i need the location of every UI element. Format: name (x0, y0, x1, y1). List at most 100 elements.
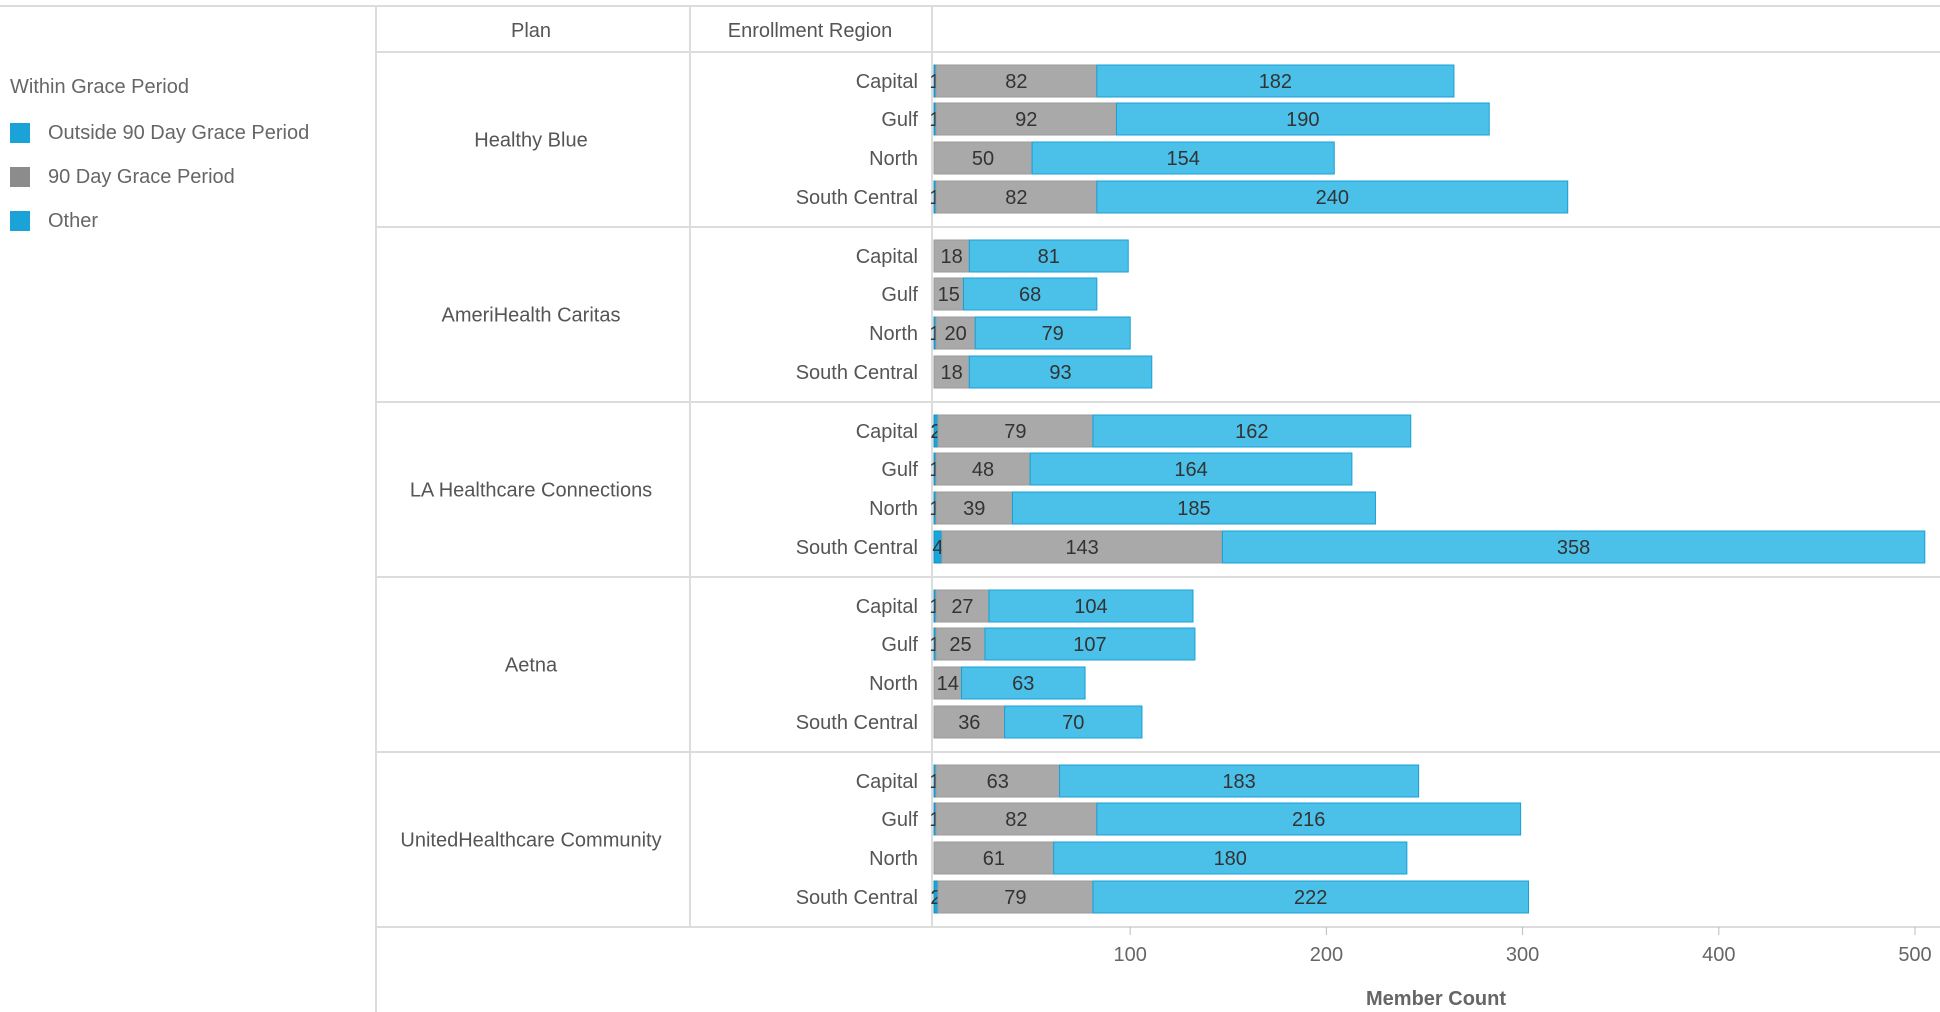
bar-value-label-grace: 18 (941, 362, 963, 384)
region-label-south-central: South Central (796, 187, 918, 209)
bar-segment-other[interactable] (1004, 705, 1143, 739)
bar-segment-other[interactable] (1115, 102, 1490, 136)
bar-segment-other[interactable] (1096, 180, 1569, 214)
bar-segment-other[interactable] (968, 239, 1129, 273)
bar-segment-other[interactable] (962, 277, 1098, 311)
bar-segment-other[interactable] (1029, 452, 1353, 486)
bar-value-label-other: 63 (1012, 673, 1034, 695)
legend-item-outside-grace[interactable]: Outside 90 Day Grace Period (10, 111, 309, 155)
bar-value-label-outside: 1 (929, 498, 940, 520)
bar-value-label-grace: 63 (987, 771, 1009, 793)
region-label-capital: Capital (856, 421, 918, 443)
bar-value-label-other: 185 (1177, 498, 1210, 520)
bar-segment-other[interactable] (1031, 141, 1335, 175)
bar-value-label-grace: 82 (1005, 809, 1027, 831)
legend-swatch-other (10, 211, 30, 231)
bar-segment-other[interactable] (1096, 64, 1455, 98)
bar-value-label-grace: 82 (1005, 71, 1027, 93)
x-tick-label: 100 (1114, 944, 1147, 966)
bar-value-label-other: 93 (1049, 362, 1071, 384)
bar-value-label-outside: 1 (929, 634, 940, 656)
bar-segment-grace[interactable] (937, 880, 1094, 914)
region-label-gulf: Gulf (881, 459, 918, 481)
bar-segment-grace[interactable] (933, 666, 962, 700)
bar-segment-grace[interactable] (935, 491, 1013, 525)
bar-value-label-outside: 1 (929, 71, 940, 93)
plan-label-unitedhealthcare-community: UnitedHealthcare Community (400, 830, 661, 852)
region-label-capital: Capital (856, 71, 918, 93)
bar-value-label-grace: 39 (963, 498, 985, 520)
bar-segment-other[interactable] (968, 355, 1153, 389)
bar-value-label-grace: 92 (1015, 109, 1037, 131)
bar-value-label-grace: 20 (944, 323, 966, 345)
bar-value-label-outside: 2 (930, 421, 941, 443)
bar-value-label-outside: 1 (929, 187, 940, 209)
region-label-capital: Capital (856, 596, 918, 618)
bar-value-label-other: 216 (1292, 809, 1325, 831)
bar-segment-grace[interactable] (935, 802, 1098, 836)
legend-label-other: Other (48, 209, 99, 232)
bar-segment-grace[interactable] (935, 316, 976, 350)
bar-value-label-other: 107 (1073, 634, 1106, 656)
bar-value-label-other: 70 (1062, 712, 1084, 734)
bar-value-label-other: 79 (1042, 323, 1064, 345)
bar-segment-grace[interactable] (933, 239, 970, 273)
x-tick-label: 500 (1898, 944, 1931, 966)
bar-value-label-grace: 36 (958, 712, 980, 734)
legend-item-other[interactable]: Other (10, 199, 309, 243)
bar-segment-grace[interactable] (941, 530, 1223, 564)
bar-value-label-grace: 15 (938, 284, 960, 306)
region-label-north: North (869, 673, 918, 695)
bar-segment-other[interactable] (1096, 802, 1522, 836)
region-label-south-central: South Central (796, 537, 918, 559)
bar-segment-other[interactable] (960, 666, 1086, 700)
bar-value-label-grace: 61 (983, 848, 1005, 870)
region-label-north: North (869, 848, 918, 870)
bar-value-label-other: 162 (1235, 421, 1268, 443)
bar-segment-other[interactable] (984, 627, 1196, 661)
x-axis: 100 200 300 400 500 (1114, 927, 1932, 966)
x-axis-label: Member Count (1366, 988, 1506, 1010)
bar-segment-grace[interactable] (935, 180, 1098, 214)
x-tick-label: 200 (1310, 944, 1343, 966)
bar-segment-other[interactable] (1053, 841, 1408, 875)
legend-swatch-90-day-grace (10, 167, 30, 187)
bar-segment-grace[interactable] (935, 627, 986, 661)
bar-segment-other[interactable] (1092, 880, 1529, 914)
bar-segment-grace[interactable] (935, 452, 1031, 486)
x-tick-label: 400 (1702, 944, 1735, 966)
bar-segment-other[interactable] (1092, 414, 1412, 448)
legend-title: Within Grace Period (10, 76, 189, 98)
bar-segment-other[interactable] (1011, 491, 1376, 525)
bar-value-label-other: 68 (1019, 284, 1041, 306)
bar-value-label-other: 104 (1074, 596, 1107, 618)
bar-value-label-grace: 25 (949, 634, 971, 656)
bar-segment-other[interactable] (1221, 530, 1926, 564)
bar-segment-other[interactable] (988, 589, 1194, 623)
legend-swatch-outside-grace (10, 123, 30, 143)
bar-value-label-grace: 50 (972, 148, 994, 170)
table-grid-lines (0, 5, 1940, 1012)
bar-value-label-outside: 1 (929, 809, 940, 831)
bar-value-label-grace: 82 (1005, 187, 1027, 209)
region-label-north: North (869, 323, 918, 345)
bar-value-label-other: 154 (1166, 148, 1199, 170)
region-label-gulf: Gulf (881, 634, 918, 656)
region-label-north: North (869, 498, 918, 520)
bar-segment-grace[interactable] (935, 64, 1098, 98)
plan-label-amerihealth-caritas: AmeriHealth Caritas (442, 305, 621, 327)
bar-value-label-other: 81 (1038, 246, 1060, 268)
bar-value-label-other: 240 (1316, 187, 1349, 209)
bar-value-label-other: 180 (1214, 848, 1247, 870)
bar-segment-grace[interactable] (933, 705, 1006, 739)
legend-item-90-day-grace[interactable]: 90 Day Grace Period (10, 155, 309, 199)
bar-value-label-grace: 143 (1065, 537, 1098, 559)
bar-value-label-grace: 27 (951, 596, 973, 618)
bar-segment-grace[interactable] (933, 141, 1033, 175)
bar-segment-other[interactable] (1059, 764, 1420, 798)
legend-label-90-day-grace: 90 Day Grace Period (48, 165, 235, 188)
bar-segment-grace[interactable] (933, 355, 970, 389)
bar-segment-other[interactable] (974, 316, 1131, 350)
bar-value-label-outside: 1 (929, 771, 940, 793)
